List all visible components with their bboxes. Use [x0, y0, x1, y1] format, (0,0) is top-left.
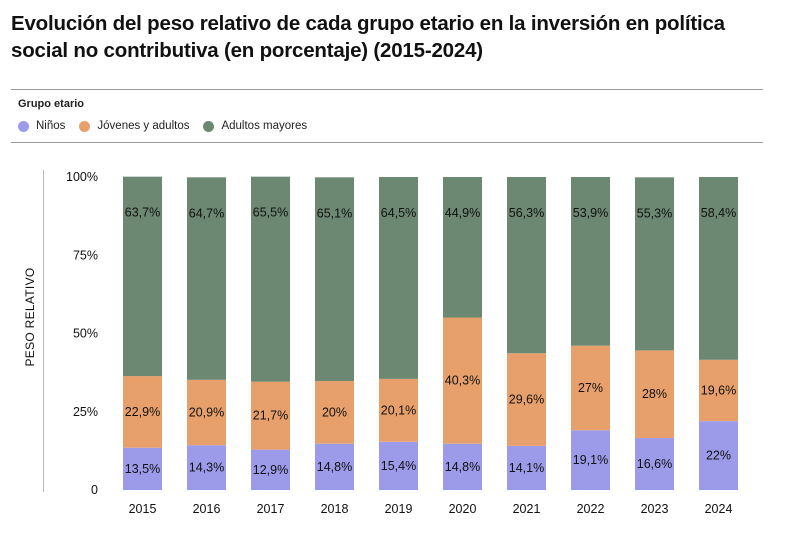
- data-label: 22%: [706, 449, 731, 463]
- data-label: 14,1%: [509, 461, 544, 475]
- x-tick-label: 2016: [193, 502, 221, 516]
- data-label: 15,4%: [381, 459, 416, 473]
- x-tick-label: 2018: [321, 502, 349, 516]
- y-tick-label: 0: [91, 483, 98, 497]
- bar-segment: [699, 421, 738, 490]
- bar-segment: [251, 381, 290, 450]
- bar-segment: [571, 345, 610, 431]
- data-label: 55,3%: [637, 206, 672, 220]
- bar-segment: [251, 176, 290, 382]
- legend: Niños Jóvenes y adultos Adultos mayores: [18, 120, 321, 132]
- x-tick-label: 2022: [577, 502, 605, 516]
- bar-segment: [507, 353, 546, 446]
- bar-segment: [379, 177, 418, 379]
- bar-segment: [123, 447, 162, 490]
- data-label: 65,1%: [317, 206, 352, 220]
- x-tick-label: 2023: [641, 502, 669, 516]
- bar-segment: [443, 317, 482, 444]
- chart-title: Evolución del peso relativo de cada grup…: [11, 12, 725, 62]
- data-label: 13,5%: [125, 462, 160, 476]
- data-label: 20,1%: [381, 403, 416, 417]
- bar-segment: [315, 443, 354, 490]
- bar-segment: [443, 443, 482, 490]
- x-tick-label: 2015: [129, 502, 157, 516]
- bar-segment: [635, 177, 674, 351]
- bar-segment: [635, 350, 674, 439]
- data-label: 56,3%: [509, 206, 544, 220]
- data-label: 63,7%: [125, 206, 160, 220]
- data-label: 20,9%: [189, 406, 224, 420]
- legend-item-adultos-mayores[interactable]: Adultos mayores: [203, 120, 307, 132]
- legend-swatch-ninos: [18, 120, 29, 132]
- legend-item-jovenes[interactable]: Jóvenes y adultos: [79, 120, 189, 132]
- data-label: 14,8%: [445, 460, 480, 474]
- data-label: 53,9%: [573, 206, 608, 220]
- legend-title: Grupo etario: [18, 98, 85, 110]
- data-label: 64,7%: [189, 206, 224, 220]
- bar-segment: [379, 378, 418, 442]
- bar-segment: [187, 177, 226, 380]
- divider-legend: [11, 142, 763, 143]
- bar-segment: [443, 177, 482, 318]
- bar-segment: [699, 177, 738, 360]
- y-axis-line: [43, 170, 44, 492]
- data-label: 40,3%: [445, 374, 480, 388]
- data-label: 19,1%: [573, 453, 608, 467]
- data-label: 12,9%: [253, 463, 288, 477]
- legend-swatch-adultos-mayores: [203, 120, 215, 132]
- data-label: 65,5%: [253, 206, 288, 220]
- data-label: 19,6%: [701, 383, 736, 397]
- y-tick-label: 75%: [73, 248, 98, 262]
- data-label: 14,8%: [317, 460, 352, 474]
- y-tick-label: 25%: [73, 405, 98, 419]
- bar-segment: [315, 177, 354, 382]
- bar-segment: [699, 359, 738, 422]
- data-label: 29,6%: [509, 393, 544, 407]
- data-label: 20%: [322, 405, 347, 419]
- y-tick-label: 50%: [73, 327, 98, 341]
- data-label: 27%: [578, 381, 603, 395]
- legend-item-ninos[interactable]: Niños: [18, 120, 65, 132]
- bar-segment: [379, 441, 418, 490]
- legend-label-adultos-mayores: Adultos mayores: [221, 120, 308, 132]
- data-label: 14,3%: [189, 461, 224, 475]
- x-tick-label: 2021: [513, 502, 541, 516]
- data-label: 16,6%: [637, 457, 672, 471]
- data-label: 58,4%: [701, 206, 736, 220]
- bar-segment: [251, 449, 290, 490]
- data-label: 44,9%: [445, 206, 480, 220]
- divider-top: [11, 89, 763, 90]
- legend-swatch-jovenes: [79, 120, 91, 132]
- bar-segment: [507, 177, 546, 354]
- bar-segment: [315, 381, 354, 444]
- bar-segment: [571, 430, 610, 490]
- legend-label-jovenes: Jóvenes y adultos: [97, 120, 190, 132]
- data-label: 64,5%: [381, 206, 416, 220]
- bar-segment: [571, 177, 610, 346]
- x-tick-label: 2017: [257, 502, 285, 516]
- bar-segment: [187, 379, 226, 446]
- data-label: 28%: [642, 387, 667, 401]
- data-label: 22,9%: [125, 405, 160, 419]
- x-tick-label: 2020: [449, 502, 477, 516]
- data-label: 21,7%: [253, 409, 288, 423]
- x-tick-label: 2019: [385, 502, 413, 516]
- bar-segment: [123, 376, 162, 448]
- x-tick-label: 2024: [705, 502, 733, 516]
- bar-segment: [507, 445, 546, 490]
- bar-segment: [187, 445, 226, 490]
- legend-label-ninos: Niños: [36, 120, 66, 132]
- y-tick-label: 100%: [66, 170, 98, 184]
- bar-segment: [123, 176, 162, 377]
- bar-segment: [635, 438, 674, 490]
